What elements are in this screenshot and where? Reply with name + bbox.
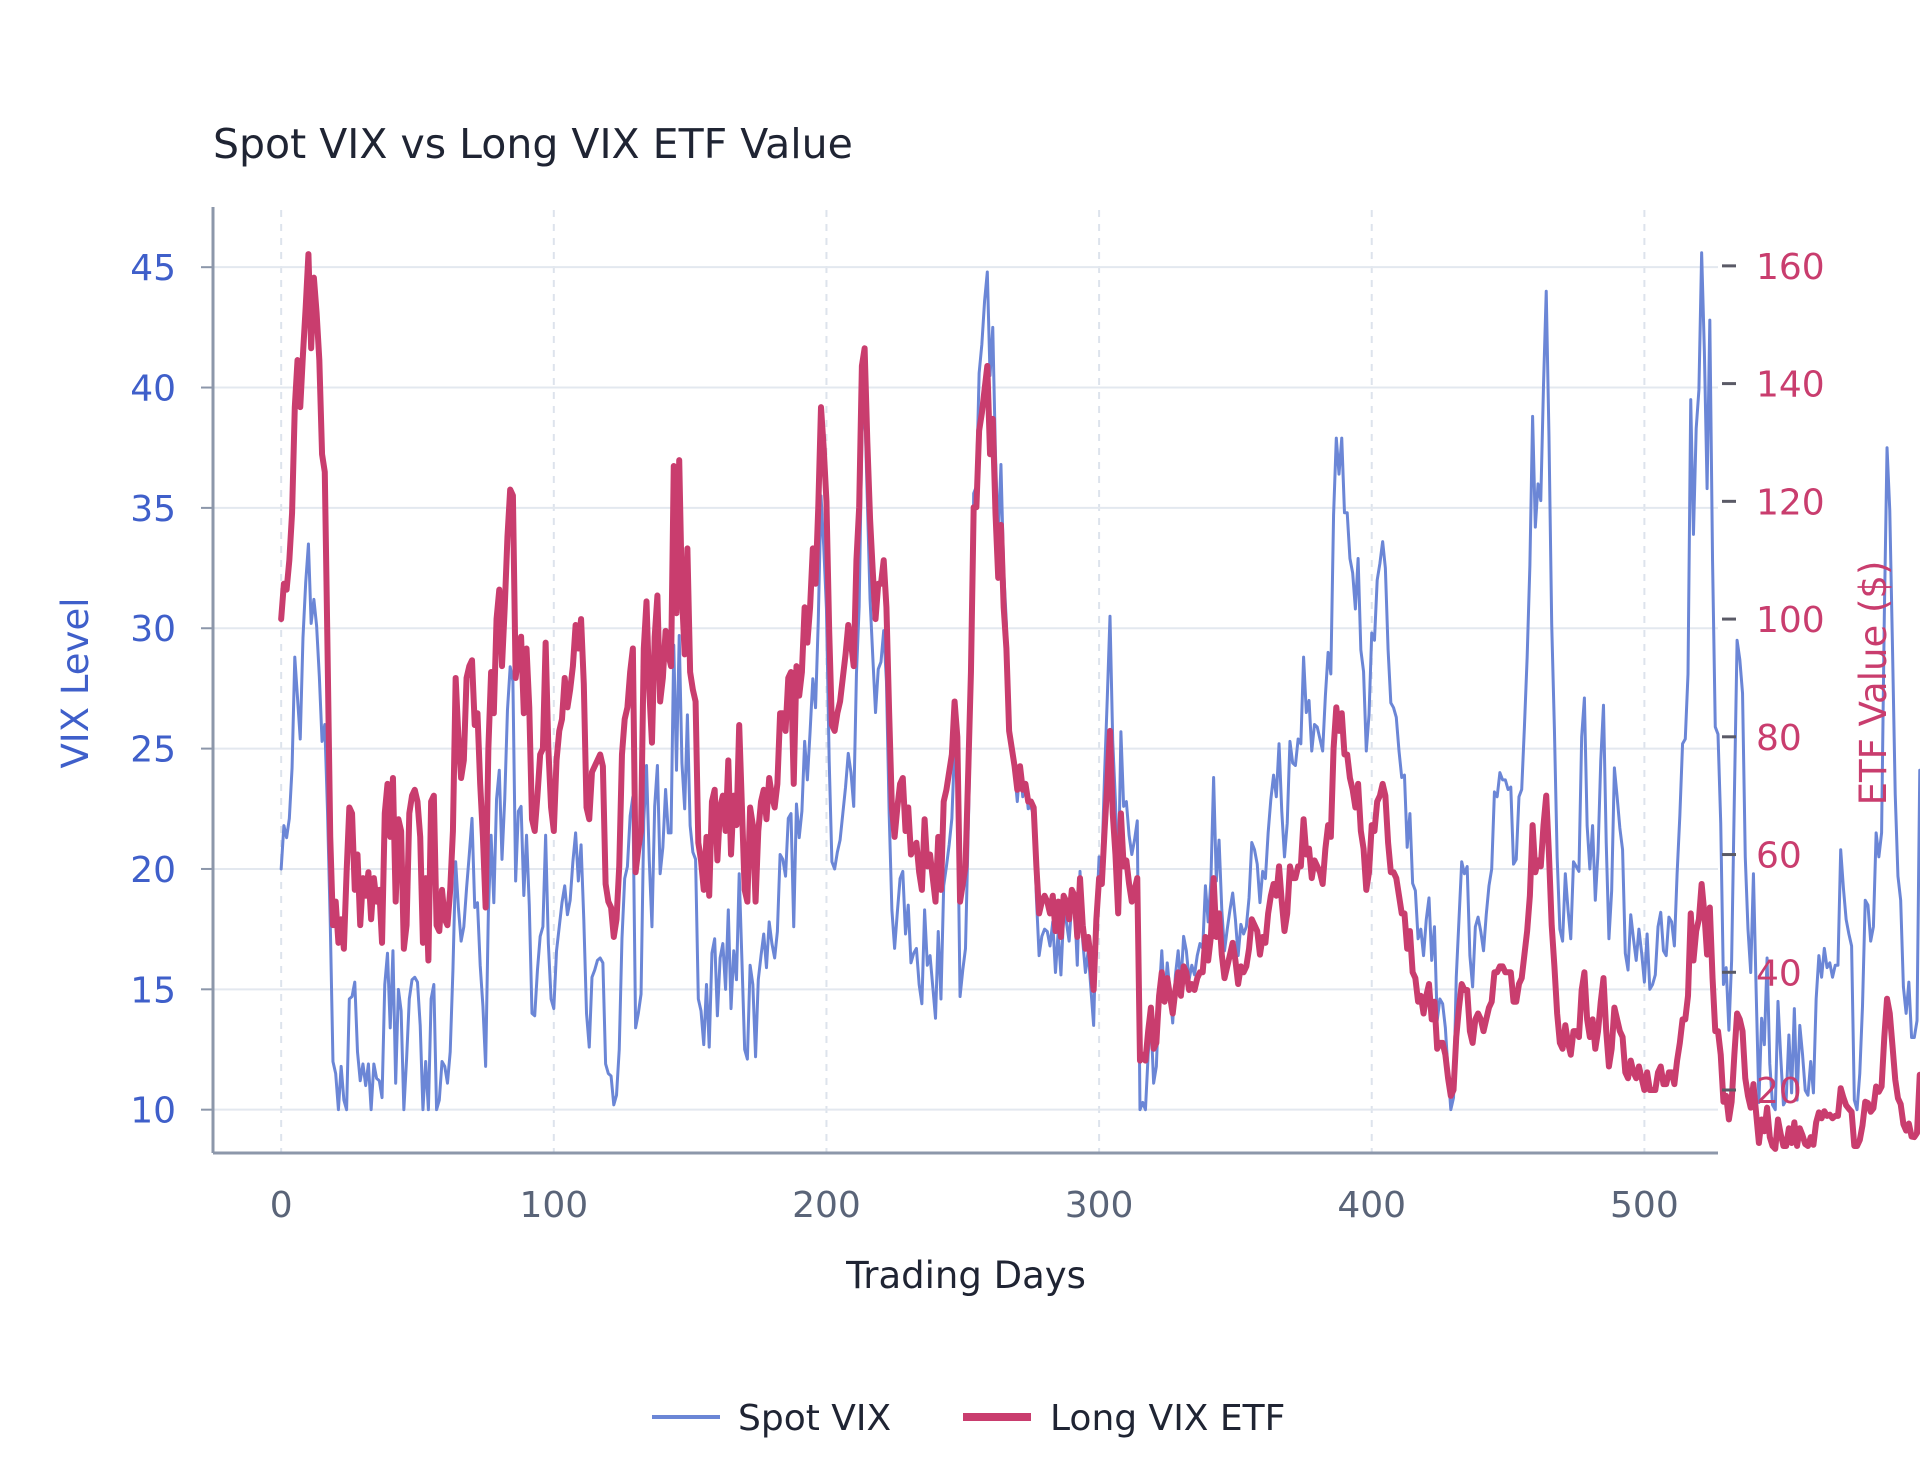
x-tick-label: 500 [1610,1185,1679,1226]
x-tick-label: 300 [1065,1185,1134,1226]
left-y-tick-label: 15 [130,970,176,1011]
x-tick-label: 200 [792,1185,861,1226]
right-y-axis-label: ETF Value ($) [1852,561,1895,806]
right-y-tick-label: 20 [1756,1071,1802,1112]
right-y-tick-label: 140 [1756,365,1825,406]
right-y-axis-ticks: 20 40 60 80 100 120 140 160 [1722,247,1825,1112]
axes [211,207,1718,1155]
legend-label-long-vix-etf: Long VIX ETF [1050,1398,1285,1439]
legend: Spot VIX Long VIX ETF [652,1398,1285,1439]
x-axis-label: Trading Days [845,1254,1086,1297]
series-line-long-vix-etf [278,251,1920,1152]
right-y-tick-label: 40 [1756,953,1802,994]
left-y-tick-label: 35 [130,489,176,530]
x-axis-ticks: 0 100 200 300 400 500 [270,1185,1679,1226]
left-y-tick-label: 30 [130,609,176,650]
left-y-tick-label: 20 [130,850,176,891]
left-y-tick-label: 45 [130,248,176,289]
legend-label-spot-vix: Spot VIX [738,1398,891,1439]
left-y-axis-label: VIX Level [54,598,97,769]
right-y-tick-label: 120 [1756,482,1825,523]
x-tick-label: 400 [1337,1185,1406,1226]
right-y-tick-label: 80 [1756,718,1802,759]
left-y-tick-label: 10 [130,1091,176,1132]
left-y-tick-label: 25 [130,730,176,771]
right-y-tick-label: 60 [1756,836,1802,877]
right-y-tick-label: 100 [1756,600,1825,641]
chart-title: Spot VIX vs Long VIX ETF Value [213,120,853,168]
left-y-tick-label: 40 [130,369,176,410]
series-layer [278,251,1920,1152]
left-y-axis-ticks: 10 15 20 25 30 35 40 45 [130,248,213,1132]
x-tick-label: 100 [519,1185,588,1226]
right-y-tick-label: 160 [1756,247,1825,288]
x-tick-label: 0 [270,1185,293,1226]
